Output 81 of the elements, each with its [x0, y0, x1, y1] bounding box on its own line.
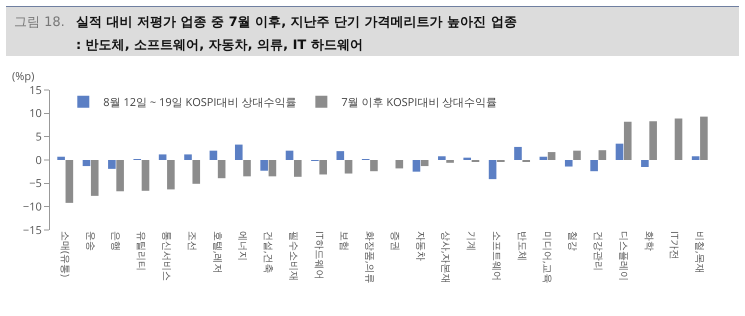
bar: [641, 160, 649, 167]
y-tick-label: 10: [29, 106, 42, 122]
x-tick-label: 운송: [84, 231, 98, 251]
x-tick-label: 디스플레이: [617, 231, 632, 281]
bar: [674, 118, 682, 160]
legend-label: 8월 12일 ~ 19일 KOSPI대비 상대수익률: [103, 94, 296, 110]
x-tick-label: 반도체: [516, 231, 530, 261]
x-tick-label: 호텔,레저: [211, 231, 226, 274]
bar: [66, 160, 74, 203]
bar: [210, 150, 218, 160]
y-tick-label: −5: [29, 176, 42, 192]
bar: [692, 156, 700, 160]
bar: [598, 150, 606, 160]
x-tick-label: 은행: [110, 231, 124, 251]
bar: [82, 160, 90, 166]
bar: [420, 160, 428, 166]
x-tick-label: 소프트웨어: [490, 231, 504, 281]
x-tick-label: 철강: [566, 231, 581, 251]
bar: [268, 160, 276, 176]
bar: [564, 160, 573, 167]
bar: [108, 160, 116, 169]
bar: [446, 160, 454, 163]
y-tick-label: −15: [22, 222, 42, 238]
x-tick-label: 유틸리티: [135, 231, 150, 271]
y-tick-label: −10: [22, 200, 42, 215]
x-tick-label: IT가전: [668, 231, 682, 260]
bar: [488, 160, 496, 180]
bar: [243, 160, 251, 176]
bar: [336, 151, 344, 160]
bar: [234, 144, 243, 160]
x-tick-label: 증권: [388, 231, 403, 251]
x-tick-label: 상사,자본재: [440, 231, 454, 284]
bar: [218, 160, 226, 178]
x-tick-label: 건설,건축: [262, 231, 276, 274]
bar: [116, 160, 124, 192]
bar: [412, 160, 420, 172]
x-tick-label: 비철,목재: [694, 231, 708, 274]
bar: [142, 160, 150, 191]
x-tick-label: 화학: [642, 231, 657, 251]
y-axis-title: (%p): [12, 69, 34, 84]
bar: [319, 160, 327, 174]
bar: [548, 152, 556, 160]
bar: [370, 160, 378, 172]
x-tick-label: 소매(유통): [58, 231, 73, 277]
bar: [624, 122, 632, 160]
x-tick-label: 기계: [465, 231, 480, 251]
x-tick-label: 자동차: [414, 231, 428, 261]
x-tick-label: 조선: [186, 231, 200, 251]
x-tick-label: 에너지: [236, 231, 251, 261]
bar: [90, 160, 99, 196]
bar: [184, 154, 192, 160]
x-tick-label: 화장품,의류: [364, 231, 378, 284]
bar: [438, 156, 446, 160]
bar: [167, 160, 175, 190]
bar: [192, 160, 200, 184]
bar: [700, 116, 708, 160]
bar: [573, 150, 581, 160]
bar: [158, 154, 166, 160]
bar: [294, 160, 302, 177]
y-tick-label: 5: [36, 130, 42, 145]
x-tick-label: 건강관리: [592, 231, 606, 271]
x-tick-label: 미디어,교육: [541, 231, 556, 284]
y-tick-label: 0: [36, 152, 42, 168]
legend-label: 7월 이후 KOSPI대비 상대수익률: [341, 94, 498, 110]
y-tick-label: 15: [29, 82, 42, 98]
bar: [540, 156, 548, 160]
bar: [344, 160, 352, 174]
bar: [57, 156, 65, 160]
bar: [649, 121, 657, 160]
bar: [286, 150, 294, 160]
bar: [590, 160, 598, 172]
bar: [514, 146, 522, 160]
x-tick-label: IT하드웨어: [312, 231, 327, 280]
x-tick-label: 통신서비스: [160, 231, 175, 281]
bar: [396, 160, 404, 168]
x-tick-label: 필수소비재: [287, 231, 302, 281]
bar: [260, 160, 268, 171]
x-tick-label: 보험: [338, 231, 352, 251]
chart-title: 그림 18. 실적 대비 저평가 업종 중 7월 이후, 지난주 단기 가격메리트가 높아진 업종: [14, 14, 517, 31]
chart-subtitle: : 반도체, 소프트웨어, 자동차, 의류, IT 하드웨어: [76, 37, 363, 54]
bar: [616, 144, 624, 160]
